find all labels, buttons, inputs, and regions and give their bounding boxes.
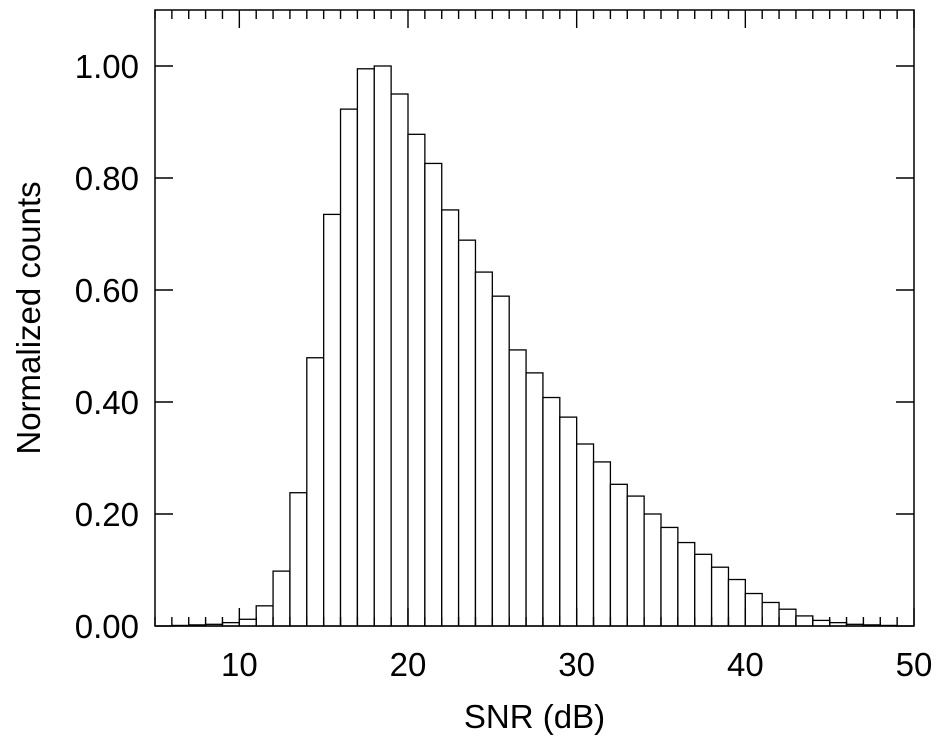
histogram-bar bbox=[373, 65, 392, 627]
histogram-bar bbox=[390, 93, 409, 627]
y-tick-label: 1.00 bbox=[75, 48, 139, 85]
y-tick-label: 0.60 bbox=[75, 272, 139, 309]
x-tick-label: 30 bbox=[558, 646, 595, 683]
histogram-bar bbox=[356, 68, 375, 627]
y-axis-title: Normalized counts bbox=[10, 181, 47, 454]
x-axis-tick-labels: 10 20 30 40 50 bbox=[221, 646, 932, 683]
histogram-bar bbox=[694, 553, 713, 627]
y-tick-label: 0.40 bbox=[75, 384, 139, 421]
histogram-bar bbox=[542, 396, 561, 627]
x-tick-label: 10 bbox=[221, 646, 258, 683]
histogram-bar bbox=[812, 619, 831, 627]
histogram-bar bbox=[255, 605, 274, 627]
histogram-bar bbox=[306, 357, 325, 627]
x-tick-label: 50 bbox=[896, 646, 933, 683]
y-axis-ticks bbox=[155, 65, 914, 627]
histogram-bar bbox=[576, 443, 595, 627]
histogram-bar bbox=[643, 513, 662, 627]
x-axis-title: SNR (dB) bbox=[464, 698, 605, 735]
histogram-bar bbox=[272, 570, 291, 627]
histogram-bar bbox=[626, 495, 645, 627]
histogram-bar bbox=[744, 592, 763, 627]
y-tick-label: 0.80 bbox=[75, 160, 139, 197]
histogram-bar bbox=[339, 108, 359, 627]
y-tick-label: 0.20 bbox=[75, 496, 139, 533]
plot-frame bbox=[154, 9, 915, 627]
histogram-bar bbox=[457, 239, 477, 627]
histogram-bar bbox=[592, 461, 612, 627]
x-tick-label: 40 bbox=[727, 646, 764, 683]
histogram-bar bbox=[474, 271, 493, 627]
histogram-bar bbox=[424, 162, 443, 627]
histogram-bar bbox=[727, 578, 746, 627]
histogram-bar bbox=[525, 372, 544, 627]
histogram-bar bbox=[323, 213, 342, 627]
histogram-bar bbox=[491, 295, 510, 627]
histogram-bar bbox=[238, 618, 257, 627]
histogram-bar bbox=[795, 615, 814, 627]
histogram-bar bbox=[407, 133, 426, 627]
histogram-bar bbox=[677, 541, 696, 627]
y-tick-label: 0.00 bbox=[75, 608, 139, 645]
x-tick-label: 20 bbox=[390, 646, 427, 683]
histogram-bar bbox=[559, 416, 578, 627]
bars-group bbox=[171, 65, 898, 627]
histogram-bar bbox=[761, 601, 780, 627]
histogram-bar bbox=[289, 492, 308, 627]
histogram-bar bbox=[660, 526, 679, 627]
histogram-bar bbox=[609, 483, 628, 627]
histogram-bar bbox=[710, 566, 730, 627]
histogram-bar bbox=[778, 608, 797, 627]
histogram-bar bbox=[441, 209, 460, 627]
y-axis-tick-labels: 0.00 0.20 0.40 0.60 0.80 1.00 bbox=[75, 48, 139, 645]
histogram-bar bbox=[508, 349, 527, 627]
x-axis-ticks bbox=[154, 10, 915, 626]
